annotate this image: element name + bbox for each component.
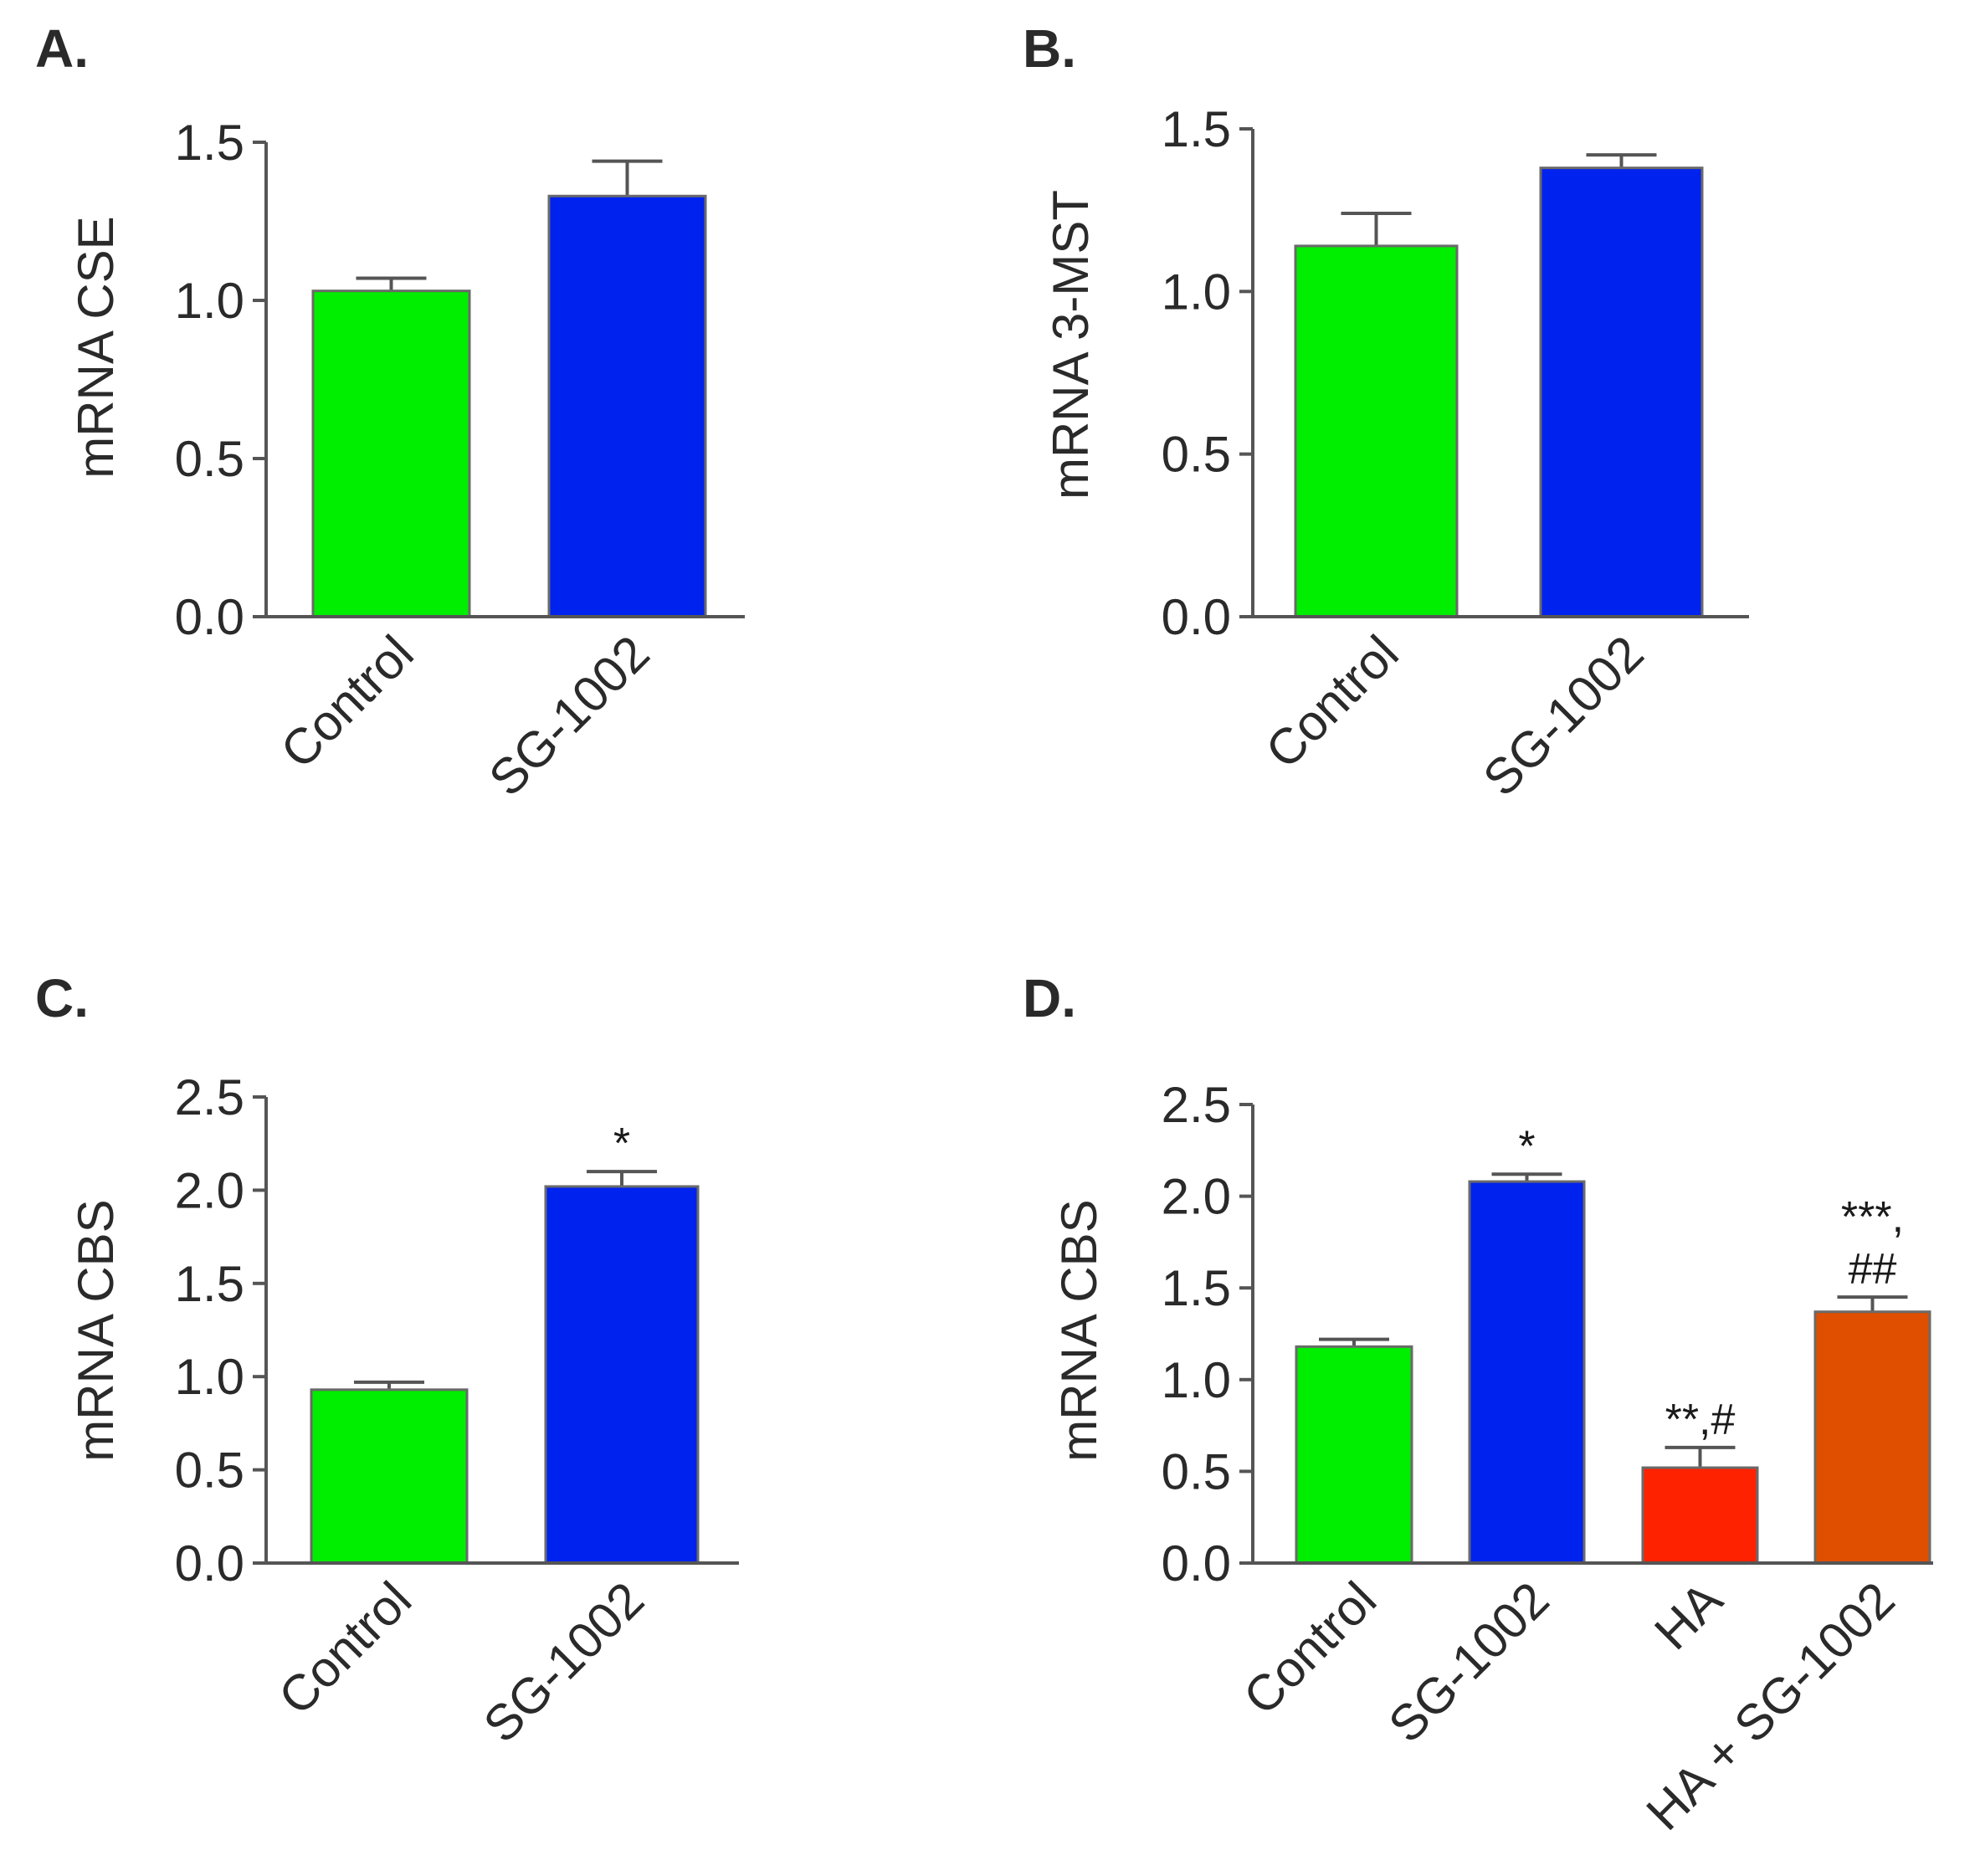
panel-d-category-label: HA: [1644, 1571, 1732, 1660]
panel-d-y-tick-label: 1.5: [1162, 1260, 1231, 1316]
panel-c-y-axis-title: mRNA CBS: [68, 1199, 124, 1461]
panel-d-y-tick-label: 0.5: [1162, 1443, 1231, 1499]
panel-b-bar: [1539, 167, 1704, 618]
panel-c-label: C.: [35, 968, 89, 1028]
panel-d-significance-label: *: [1518, 1122, 1535, 1171]
panel-c-y-tick-label: 2.5: [175, 1069, 244, 1125]
panel-c-y-tick-label: 1.5: [175, 1256, 244, 1312]
panel-c-y-tick-label: 1.0: [175, 1349, 244, 1405]
panel-b-y-tick-label: 0.0: [1162, 589, 1231, 645]
panel-d-y-tick-label: 2.5: [1162, 1077, 1231, 1133]
panel-a-y-tick-label: 0.0: [175, 589, 244, 645]
panel-b-y-tick-label: 1.5: [1162, 101, 1231, 157]
panel-d-bar: [1641, 1466, 1759, 1565]
panel-c-bar: [310, 1388, 469, 1565]
panel-a-bar: [547, 194, 707, 618]
panel-c-bar: [544, 1185, 700, 1565]
panel-b-y-tick-label: 0.5: [1162, 427, 1231, 483]
panel-b-y-axis-title: mRNA 3-MST: [1043, 190, 1099, 500]
panel-a-y-tick-label: 0.5: [175, 431, 244, 487]
panel-a-y-tick-label: 1.5: [175, 115, 244, 171]
panel-b-category-label: Control: [1255, 625, 1409, 779]
panel-c-y-tick-label: 0.5: [175, 1443, 244, 1499]
panel-c-significance-label: *: [613, 1120, 630, 1168]
panel-a-y-axis-title: mRNA CSE: [68, 216, 124, 478]
panel-b-category-label: SG-1002: [1473, 625, 1654, 807]
panel-d-label: D.: [1023, 968, 1076, 1028]
panel-c-category-label: SG-1002: [473, 1571, 654, 1753]
panel-d-y-tick-label: 0.0: [1162, 1535, 1231, 1592]
panel-d-y-tick-label: 2.0: [1162, 1169, 1231, 1225]
panel-a-label: A.: [35, 18, 89, 79]
panel-c-y-tick-label: 2.0: [175, 1162, 244, 1218]
panel-c-y-tick-label: 0.0: [175, 1535, 244, 1592]
panel-a-y-tick-label: 1.0: [175, 273, 244, 329]
panel-d-category-label: SG-1002: [1378, 1571, 1560, 1753]
panel-a-category-label: SG-1002: [479, 625, 660, 807]
panel-d-significance-label: ##: [1849, 1245, 1897, 1294]
panel-d-y-tick-label: 1.0: [1162, 1352, 1231, 1408]
panel-a-category-label: Control: [270, 625, 424, 779]
panel-d-category-label: Control: [1233, 1571, 1387, 1725]
panel-d-significance-label: ***,: [1841, 1193, 1904, 1242]
panel-d-bar: [1813, 1310, 1931, 1565]
panel-b-label: B.: [1023, 18, 1076, 79]
panel-b-y-tick-label: 1.0: [1162, 264, 1231, 320]
panel-d-significance-label: **,#: [1665, 1396, 1736, 1444]
panel-a-bar: [311, 290, 471, 618]
panel-c-category-label: Control: [268, 1571, 422, 1725]
panel-d-bar: [1295, 1345, 1413, 1565]
panel-d-bar: [1468, 1180, 1586, 1565]
panel-d-y-axis-title: mRNA CBS: [1051, 1199, 1107, 1461]
panel-b-bar: [1294, 244, 1459, 618]
